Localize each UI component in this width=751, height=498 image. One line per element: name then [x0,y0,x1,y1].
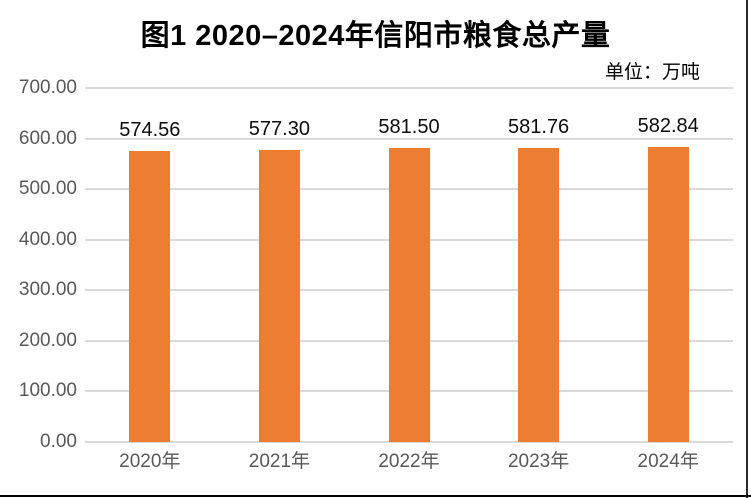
bar-2022年 [388,147,430,442]
y-tick-label: 0.00 [40,431,77,452]
y-tick-label: 300.00 [18,279,77,301]
page-right-border [746,0,748,498]
x-tick-label: 2023年 [507,451,570,472]
data-label: 581.76 [508,115,570,138]
bar-2023年 [518,147,560,442]
y-tick-label: 200.00 [18,329,77,351]
chart-title: 图1 2020–2024年信阳市粮食总产量 [140,20,611,52]
y-axis: 0.00 100.00 200.00 300.00 400.00 500.00 600.00… [0,78,77,452]
page-bottom-border [0,495,751,497]
data-label: 581.50 [378,115,440,138]
y-tick-label: 500.00 [18,178,77,200]
gridline [85,441,733,443]
data-label: 574.56 [119,119,181,142]
bar-2020年 [129,151,171,442]
x-tick-label: 2022年 [378,451,440,472]
plot-area: 574.56 577.30 581.50 581.76 582.84 [85,87,733,443]
y-tick-label: 100.00 [18,380,77,402]
y-tick-label: 700.00 [18,77,77,98]
x-tick-label: 2021年 [248,451,311,472]
y-tick-label: 600.00 [18,127,77,149]
x-tick-label: 2020年 [119,451,181,472]
unit-label: 单位：万吨 [604,62,700,83]
data-label: 582.84 [637,115,699,138]
gridline [85,137,733,140]
y-tick-label: 400.00 [18,228,77,250]
bar-2024年 [647,147,689,442]
data-label: 577.30 [248,118,310,141]
x-axis: 2020年 2021年 2022年 2023年 2024年 [85,450,733,480]
gridline [85,87,733,90]
x-tick-label: 2024年 [637,451,699,472]
bar-2021年 [258,150,300,442]
